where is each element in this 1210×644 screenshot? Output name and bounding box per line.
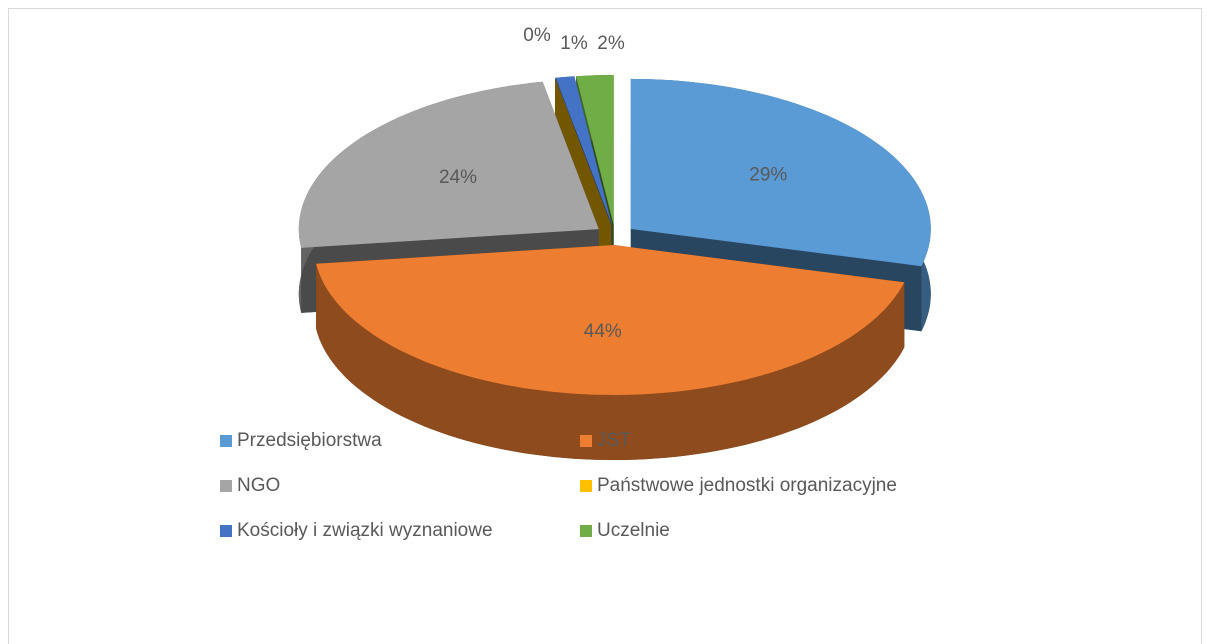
data-label: 44%: [584, 321, 622, 342]
slice: [298, 81, 599, 248]
slice: [316, 245, 905, 395]
legend-swatch: [580, 435, 592, 447]
data-label: 0%: [523, 25, 551, 46]
data-label: 1%: [560, 33, 588, 54]
legend-label: Uczelnie: [597, 520, 670, 541]
legend-swatch: [580, 525, 592, 537]
slice: [555, 76, 612, 226]
legend-label: NGO: [237, 475, 280, 496]
slice: [630, 78, 931, 267]
legend-swatch: [220, 435, 232, 447]
legend-label: Państwowe jednostki organizacyjne: [597, 475, 897, 496]
legend-label: Kościoły i związki wyznaniowe: [237, 520, 493, 541]
legend-swatch: [220, 480, 232, 492]
legend-swatch: [580, 480, 592, 492]
legend-label: JST: [597, 430, 631, 451]
data-label: 24%: [439, 167, 477, 188]
legend-label: Przedsiębiorstwa: [237, 430, 382, 451]
data-label: 2%: [597, 33, 625, 54]
slice: [576, 75, 614, 225]
data-label: 29%: [749, 165, 787, 186]
slice-wall: [316, 263, 905, 460]
legend-swatch: [220, 525, 232, 537]
